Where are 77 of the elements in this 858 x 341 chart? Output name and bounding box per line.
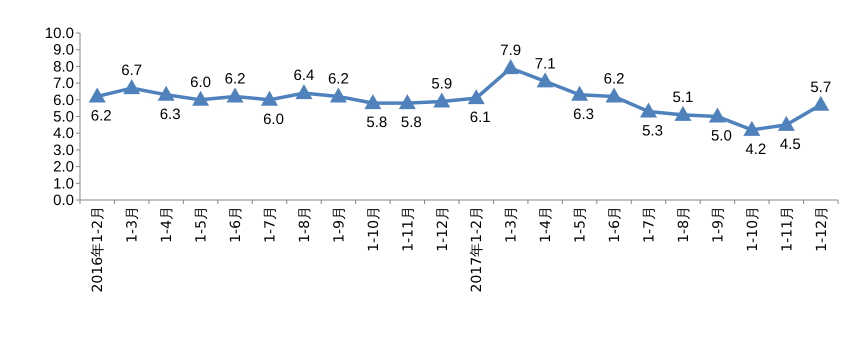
x-tick-label: 1-4月: [538, 206, 554, 243]
x-tick-label: 2017年1-2月: [469, 206, 486, 292]
y-tick-label: 10.0: [44, 25, 74, 42]
point: [502, 59, 520, 74]
x-tick-label: 1-11月: [779, 206, 796, 252]
x-tick-label: 1-8月: [676, 206, 692, 243]
point: [330, 87, 347, 102]
x-tick-label: 1-10月: [366, 206, 382, 252]
data-label: 6.2: [604, 70, 624, 88]
point: [261, 90, 278, 106]
y-tick-label: 0.0: [53, 192, 74, 209]
data-label: 6.0: [263, 110, 284, 128]
data-label: 7.9: [500, 42, 522, 60]
point: [571, 86, 588, 101]
x-tick-label: 1-6月: [228, 206, 244, 243]
x-tick-label: 1-4月: [159, 206, 176, 243]
y-tick-label: 2.0: [53, 158, 74, 176]
x-tick-label: 1-12月: [814, 206, 830, 252]
data-label: 6.7: [121, 62, 142, 80]
data-label: 6.4: [294, 67, 314, 84]
data-label: 5.7: [810, 78, 832, 96]
x-tick-label: 2016年1-2月: [90, 206, 106, 292]
data-label: 5.8: [366, 114, 388, 132]
data-label: 4.2: [745, 140, 766, 158]
x-tick-label: 1-11月: [400, 206, 416, 252]
x-tick-label: 1-6月: [607, 206, 624, 243]
data-label: 6.2: [90, 107, 112, 124]
data-label: 5.1: [672, 88, 694, 106]
data-label: 6.2: [328, 70, 349, 88]
y-tick-label: 6.0: [53, 92, 74, 109]
data-label: 5.9: [431, 75, 452, 92]
data-label: 5.0: [710, 128, 732, 144]
point: [88, 87, 106, 102]
data-label: 6.3: [573, 106, 594, 123]
data-label: 4.5: [780, 136, 801, 153]
y-tick-label: 4.0: [53, 125, 74, 142]
x-tick-label: 1-7月: [642, 206, 658, 243]
point: [364, 94, 382, 110]
x-tick-label: 1-12月: [434, 206, 451, 252]
y-tick-label: 3.0: [53, 142, 74, 159]
x-tick-label: 1-9月: [331, 206, 348, 243]
point: [743, 120, 760, 136]
x-tick-label: 1-5月: [572, 206, 589, 243]
data-label: 6.3: [160, 106, 181, 123]
data-label: 7.1: [534, 55, 556, 72]
point: [123, 79, 140, 94]
point: [640, 102, 657, 118]
data-label: 6.0: [190, 74, 212, 91]
point: [536, 72, 554, 88]
x-tick-label: 1-8月: [296, 206, 313, 243]
x-tick-label: 1-9月: [710, 206, 726, 243]
point: [778, 116, 795, 131]
point: [606, 87, 623, 102]
y-tick-label: 8.0: [53, 58, 74, 76]
y-tick-label: 7.0: [53, 75, 74, 92]
point: [158, 86, 175, 101]
data-label: 5.8: [400, 114, 422, 132]
point: [295, 84, 312, 100]
point: [192, 90, 210, 106]
point: [398, 94, 416, 110]
y-tick-label: 5.0: [53, 108, 74, 126]
point: [468, 89, 485, 104]
point: [226, 87, 244, 102]
x-tick-label: 1-10月: [744, 206, 761, 252]
data-label: 6.1: [470, 109, 491, 126]
x-tick-label: 1-7月: [262, 206, 278, 243]
point: [812, 96, 830, 111]
x-tick-label: 1-3月: [124, 206, 141, 243]
y-tick-label: 1.0: [53, 175, 74, 192]
y-tick-label: 9.0: [53, 42, 74, 59]
point: [674, 106, 692, 121]
x-tick-label: 1-3月: [504, 206, 520, 243]
x-tick-label: 1-5月: [194, 206, 210, 243]
point: [708, 108, 726, 122]
data-label: 5.3: [642, 122, 663, 140]
data-label: 6.2: [224, 70, 246, 88]
point: [433, 92, 450, 108]
